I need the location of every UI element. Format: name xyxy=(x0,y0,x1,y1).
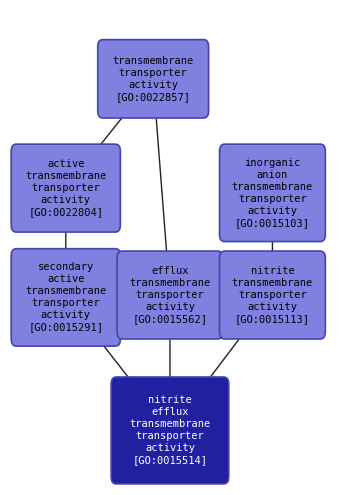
FancyBboxPatch shape xyxy=(11,248,120,346)
Text: active
transmembrane
transporter
activity
[GO:0022804]: active transmembrane transporter activit… xyxy=(25,159,106,217)
FancyBboxPatch shape xyxy=(11,144,120,232)
Text: secondary
active
transmembrane
transporter
activity
[GO:0015291]: secondary active transmembrane transport… xyxy=(25,262,106,333)
Text: transmembrane
transporter
activity
[GO:0022857]: transmembrane transporter activity [GO:0… xyxy=(113,56,194,102)
Text: nitrite
transmembrane
transporter
activity
[GO:0015113]: nitrite transmembrane transporter activi… xyxy=(232,266,313,324)
FancyBboxPatch shape xyxy=(219,251,326,339)
FancyBboxPatch shape xyxy=(98,40,209,118)
Text: nitrite
efflux
transmembrane
transporter
activity
[GO:0015514]: nitrite efflux transmembrane transporter… xyxy=(130,396,211,465)
Text: efflux
transmembrane
transporter
activity
[GO:0015562]: efflux transmembrane transporter activit… xyxy=(130,266,211,324)
Text: inorganic
anion
transmembrane
transporter
activity
[GO:0015103]: inorganic anion transmembrane transporte… xyxy=(232,158,313,228)
FancyBboxPatch shape xyxy=(111,377,229,484)
FancyBboxPatch shape xyxy=(117,251,223,339)
FancyBboxPatch shape xyxy=(219,144,326,242)
